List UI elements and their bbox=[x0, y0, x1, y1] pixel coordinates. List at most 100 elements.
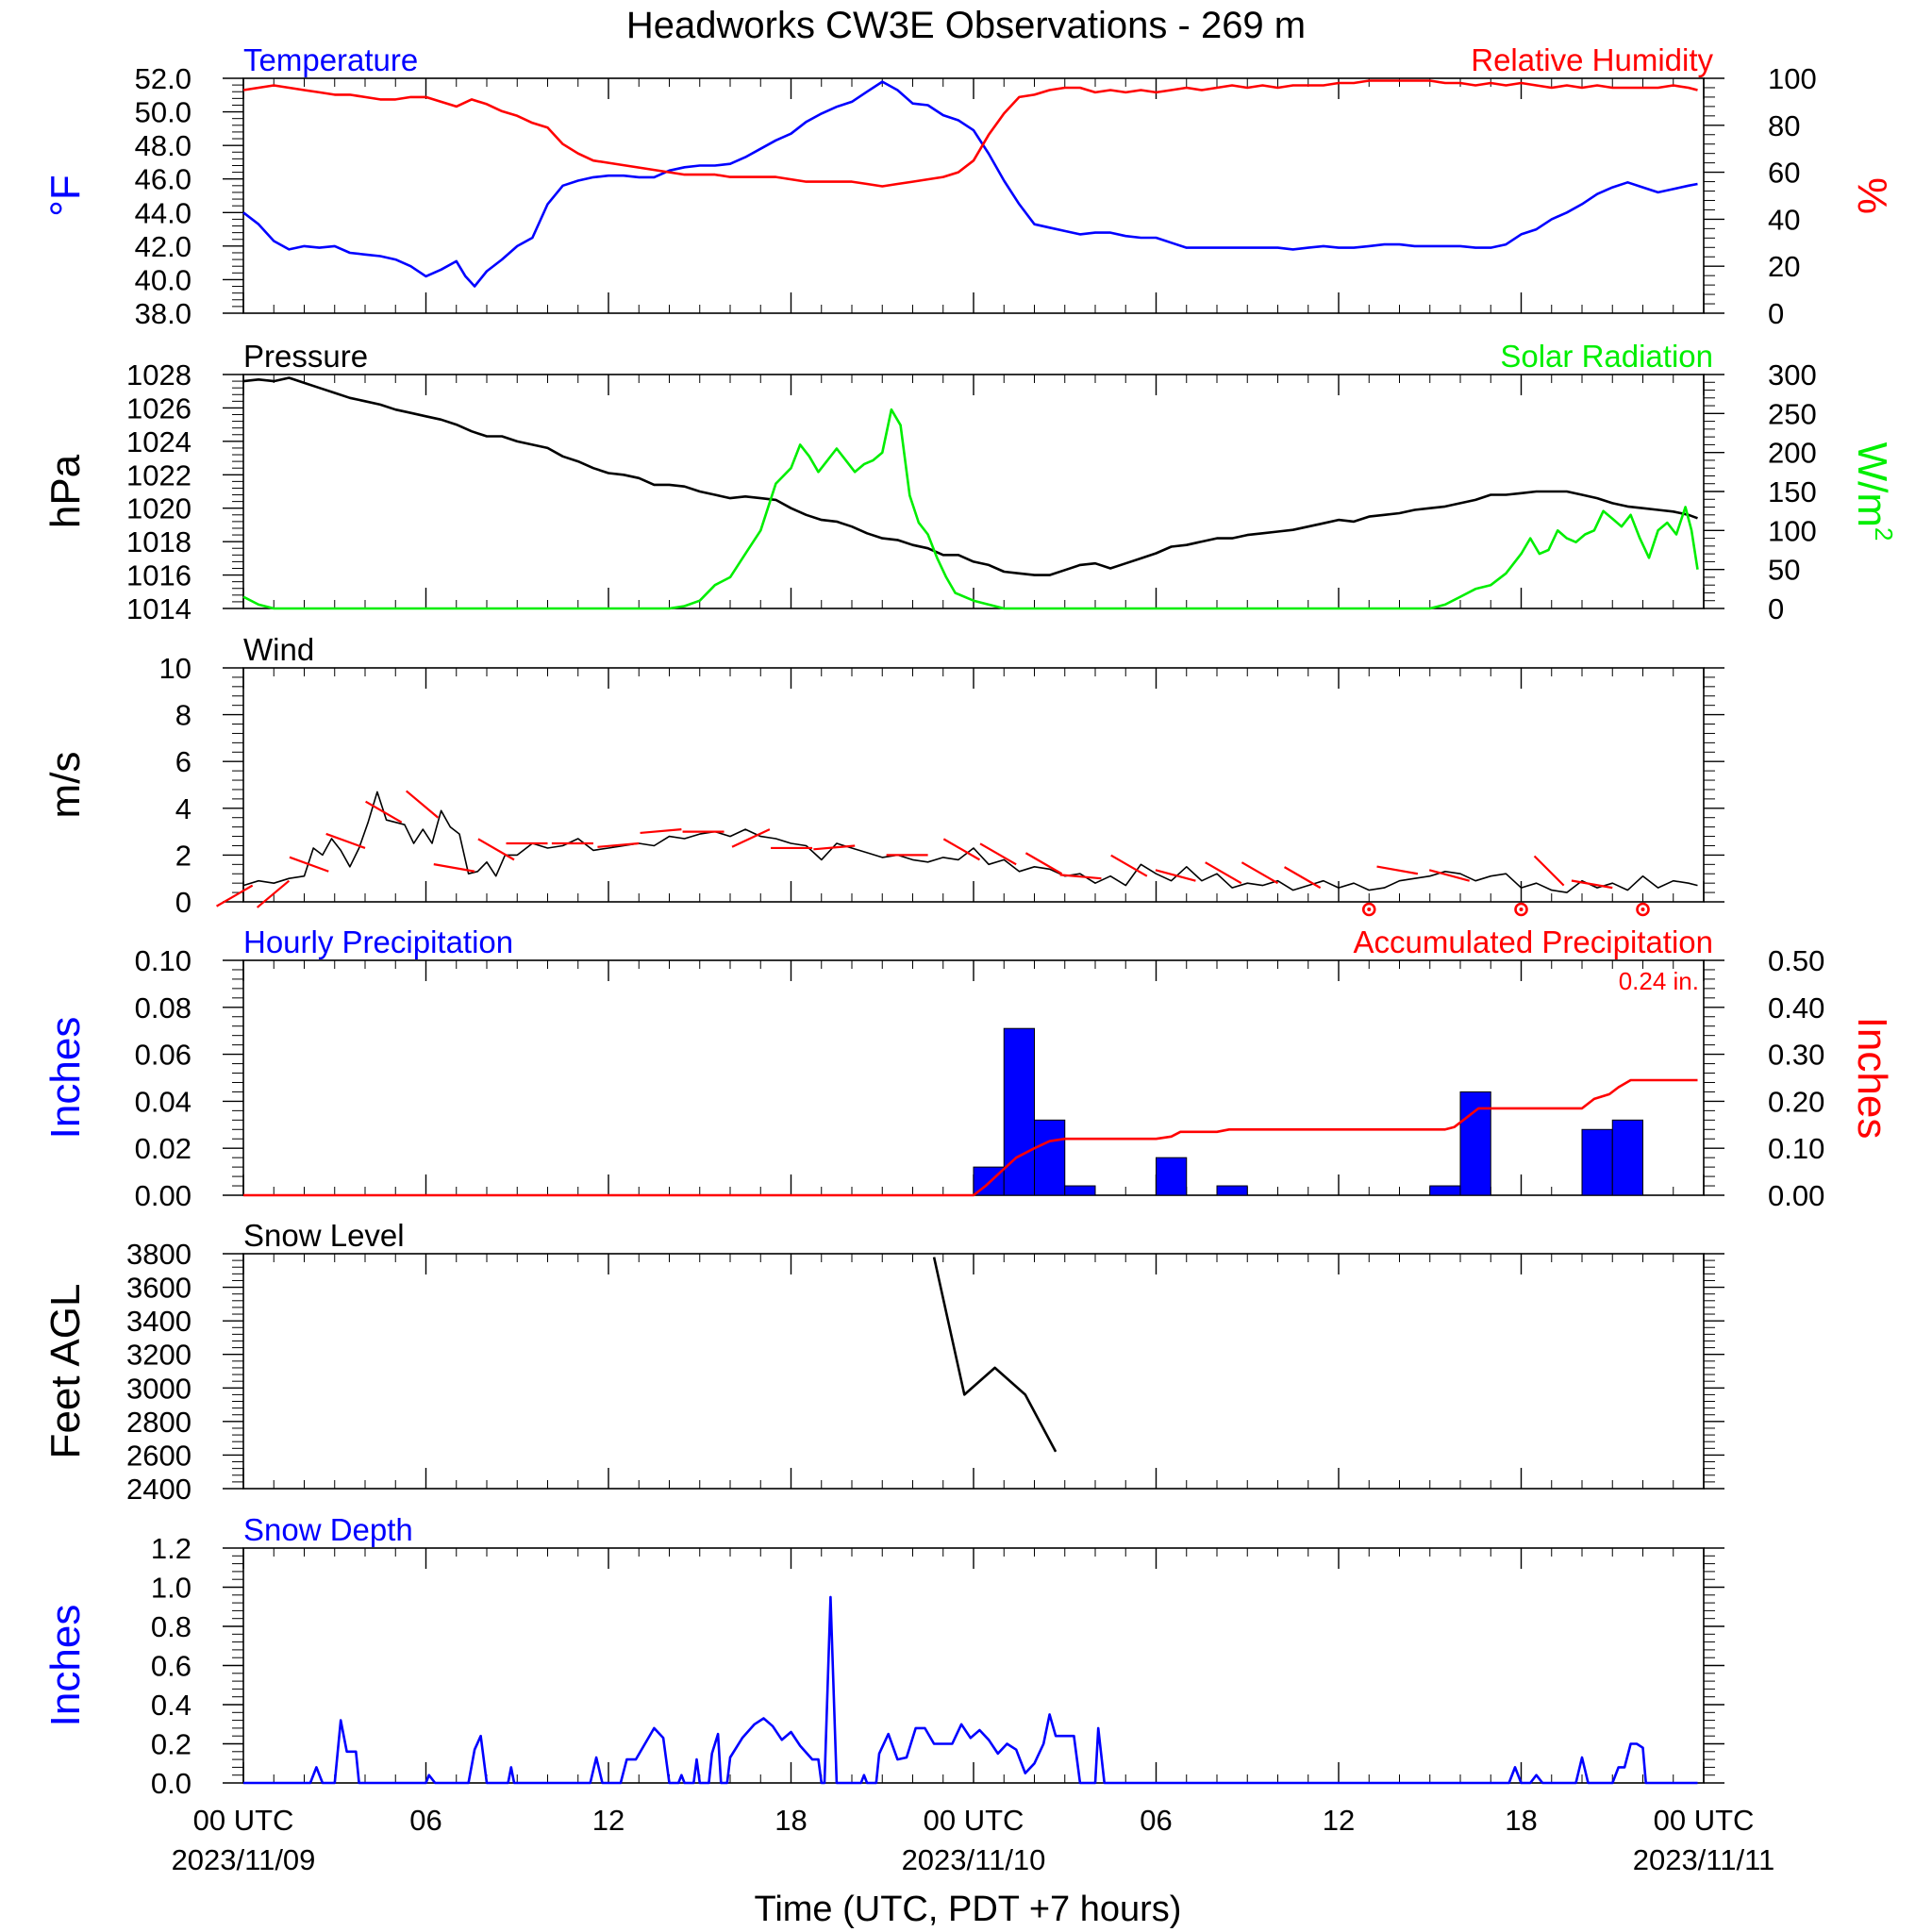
y-right-tick-label: 0.20 bbox=[1768, 1085, 1824, 1118]
wind-calm-marker bbox=[1514, 902, 1528, 917]
panels: 38.040.042.044.046.048.050.052.002040608… bbox=[42, 42, 1898, 1800]
y-right-tick-label: 300 bbox=[1768, 358, 1817, 391]
plot-frame bbox=[242, 667, 1705, 903]
y-tick-label: 8 bbox=[175, 699, 192, 732]
y-tick-label: 1024 bbox=[126, 425, 192, 458]
wind-barb bbox=[1241, 861, 1279, 885]
time-axis: 00 UTC 2023/11/09 06 12 18 00 UTC 2023/11/10 06… bbox=[172, 1804, 1775, 1876]
y-tick-label: 0.2 bbox=[151, 1728, 192, 1761]
wind-barb bbox=[1155, 869, 1196, 882]
y-tick-label: 1020 bbox=[126, 492, 192, 525]
panel-precip: 0.00 0.02 0.04 0.06 0.08 0.10 0.00 0.10 0.20 0.30… bbox=[42, 924, 1895, 1212]
hourly-precip-bar bbox=[1156, 1157, 1188, 1196]
wind-barb bbox=[1571, 879, 1613, 890]
wind-barb bbox=[640, 828, 682, 835]
y-tick-label: 1014 bbox=[126, 592, 192, 625]
y-tick-label: 4 bbox=[175, 792, 192, 825]
wind-barb bbox=[365, 800, 403, 824]
y-tick-label: 0.00 bbox=[135, 1179, 192, 1212]
hourly-precip-bar bbox=[1429, 1185, 1461, 1196]
plot-frame bbox=[242, 1253, 1705, 1490]
wind-barb bbox=[1205, 861, 1242, 885]
wind-barb bbox=[942, 838, 980, 861]
panel-snow_depth: 0.0 0.2 0.4 0.6 0.8 1.0 1.2 Snow Depth Inches bbox=[42, 1512, 1724, 1800]
y-right-tick-label: 100 bbox=[1768, 62, 1817, 95]
y-tick-label: 38.0 bbox=[135, 297, 192, 330]
y-right-tick-label: 0.00 bbox=[1768, 1179, 1824, 1212]
y-tick-label: 0.4 bbox=[151, 1689, 192, 1722]
series-line-wind-0 bbox=[242, 791, 1698, 893]
series-line-precip-0 bbox=[243, 1078, 1698, 1197]
panel-title-left: Snow Depth bbox=[243, 1512, 413, 1547]
panel-temp_rh: 38.040.042.044.046.048.050.052.0 0 20 40 60 8… bbox=[42, 42, 1895, 330]
y-axis-label: hPa bbox=[42, 454, 89, 528]
y-tick-label: 1018 bbox=[126, 525, 192, 558]
y-tick-label: 0.06 bbox=[135, 1039, 192, 1072]
y-right-tick-label: 0.30 bbox=[1768, 1039, 1824, 1072]
precip-total-annotation: 0.24 in. bbox=[1619, 967, 1699, 995]
hourly-precip-bar bbox=[1581, 1128, 1613, 1196]
y-tick-label: 10 bbox=[159, 652, 192, 685]
y-tick-label: 6 bbox=[175, 745, 192, 778]
x-date-label: 2023/11/09 bbox=[172, 1843, 316, 1876]
y-right-axis-label: Inches bbox=[1849, 1017, 1895, 1140]
y-tick-label: 40.0 bbox=[135, 263, 192, 296]
x-date-label: 2023/11/11 bbox=[1633, 1843, 1775, 1876]
wind-barb bbox=[433, 863, 475, 873]
panel-title-right: Solar Radiation bbox=[1500, 339, 1713, 374]
y-tick-label: 3400 bbox=[126, 1305, 192, 1338]
series-line-temp_rh-0 bbox=[242, 80, 1698, 288]
wind-calm-dot bbox=[1641, 908, 1645, 911]
y-right-tick-label: 150 bbox=[1768, 475, 1817, 508]
series-line-temp_rh-1 bbox=[242, 79, 1698, 188]
y-tick-label: 3800 bbox=[126, 1238, 192, 1271]
y-tick-label: 0.0 bbox=[151, 1767, 192, 1800]
y-tick-label: 3600 bbox=[126, 1272, 192, 1305]
y-tick-label: 1.2 bbox=[151, 1532, 192, 1565]
wind-barb bbox=[477, 838, 515, 861]
y-tick-label: 0.02 bbox=[135, 1132, 192, 1165]
y-tick-label: 3200 bbox=[126, 1339, 192, 1372]
hourly-precip-bar bbox=[1034, 1119, 1066, 1196]
y-axis-label: °F bbox=[42, 175, 89, 216]
y-tick-label: 3000 bbox=[126, 1372, 192, 1405]
y-right-axis-label: W/m2 bbox=[1849, 442, 1898, 541]
y-right-tick-label: 200 bbox=[1768, 437, 1817, 470]
panel-title-left: Wind bbox=[243, 632, 314, 667]
y-tick-label: 2 bbox=[175, 839, 192, 872]
y-tick-label: 1016 bbox=[126, 559, 192, 592]
superscript: 2 bbox=[1870, 527, 1898, 541]
x-tick-label: 18 bbox=[1505, 1804, 1537, 1837]
panel-wind: 0 2 4 6 8 10 Wind m/s bbox=[42, 632, 1724, 919]
panel-title-right: Relative Humidity bbox=[1471, 42, 1713, 77]
wind-calm-dot bbox=[1519, 908, 1524, 911]
panel-title-left: Hourly Precipitation bbox=[243, 924, 513, 959]
y-axis-label: m/s bbox=[42, 752, 89, 819]
wind-barb bbox=[813, 844, 856, 851]
y-tick-label: 0 bbox=[175, 886, 192, 919]
wind-calm-marker bbox=[1636, 902, 1650, 917]
wind-barb bbox=[979, 842, 1017, 866]
y-right-tick-label: 0.40 bbox=[1768, 991, 1824, 1024]
x-tick-label: 00 UTC bbox=[924, 1804, 1024, 1837]
panel-title-left: Temperature bbox=[243, 42, 418, 77]
y-right-tick-label: 60 bbox=[1768, 157, 1800, 190]
wind-calm-marker bbox=[1361, 902, 1376, 917]
y-tick-label: 0.6 bbox=[151, 1650, 192, 1683]
hourly-precip-bar bbox=[1216, 1185, 1248, 1196]
x-axis-label: Time (UTC, PDT +7 hours) bbox=[755, 1890, 1182, 1929]
x-tick-label: 06 bbox=[409, 1804, 441, 1837]
hourly-precip-bar bbox=[1064, 1185, 1096, 1196]
plot-frame bbox=[242, 1547, 1705, 1784]
y-right-tick-label: 0.50 bbox=[1768, 944, 1824, 977]
y-right-tick-label: 0.10 bbox=[1768, 1132, 1824, 1165]
y-tick-label: 0.04 bbox=[135, 1085, 192, 1118]
y-right-tick-label: 0 bbox=[1768, 592, 1784, 625]
x-tick-label: 00 UTC bbox=[193, 1804, 294, 1837]
hourly-precip-bar bbox=[1611, 1119, 1643, 1196]
wind-barb bbox=[1533, 855, 1565, 887]
wind-barb bbox=[405, 790, 440, 819]
